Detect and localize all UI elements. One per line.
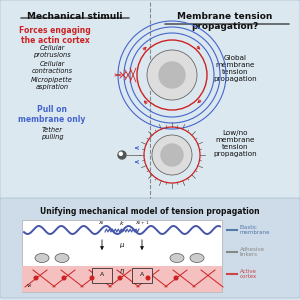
Circle shape [161, 144, 183, 166]
Text: $x_{i+1}$: $x_{i+1}$ [135, 219, 149, 227]
Text: $\mu$: $\mu$ [119, 242, 125, 250]
Circle shape [174, 276, 178, 280]
Text: $x_i$: $x_i$ [98, 219, 106, 227]
Circle shape [147, 50, 197, 100]
Circle shape [118, 151, 126, 159]
FancyBboxPatch shape [0, 198, 300, 298]
Circle shape [146, 276, 150, 280]
Text: Cellular
contractions: Cellular contractions [32, 61, 73, 74]
Ellipse shape [35, 254, 49, 262]
Circle shape [119, 152, 122, 155]
Text: Active
cortex: Active cortex [240, 268, 257, 279]
Circle shape [62, 276, 66, 280]
Circle shape [34, 276, 38, 280]
Text: Cellular
protrusions: Cellular protrusions [33, 45, 71, 58]
Ellipse shape [190, 254, 204, 262]
Text: Pull on
membrane only: Pull on membrane only [18, 105, 86, 124]
Text: Forces engaging
the actin cortex: Forces engaging the actin cortex [19, 26, 91, 45]
Text: Mechanical stimuli: Mechanical stimuli [27, 12, 123, 21]
Text: Tether
pulling: Tether pulling [41, 127, 63, 140]
Text: Global
membrane
tension
propagation: Global membrane tension propagation [213, 55, 257, 82]
Text: Membrane tension
propagation?: Membrane tension propagation? [177, 12, 273, 32]
Circle shape [90, 276, 94, 280]
Text: $\eta$: $\eta$ [119, 268, 125, 277]
Circle shape [159, 62, 185, 88]
Text: $v_l$: $v_l$ [26, 282, 32, 290]
FancyBboxPatch shape [92, 268, 112, 283]
Text: $k$: $k$ [119, 219, 125, 227]
Text: Adhesive
linkers: Adhesive linkers [240, 247, 265, 257]
Ellipse shape [55, 254, 69, 262]
Bar [22, 266, 222, 292]
Text: Unifying mechanical model of tension propagation: Unifying mechanical model of tension pro… [40, 207, 260, 216]
Text: Low/no
membrane
tension
propagation: Low/no membrane tension propagation [213, 130, 257, 157]
Text: Elastic
membrane: Elastic membrane [240, 225, 271, 236]
Text: A: A [100, 272, 104, 278]
Text: A: A [140, 272, 144, 278]
Bar [22, 220, 222, 292]
Circle shape [118, 276, 122, 280]
Circle shape [152, 135, 192, 175]
Ellipse shape [170, 254, 184, 262]
Text: Micropipette
aspiration: Micropipette aspiration [31, 77, 73, 90]
FancyBboxPatch shape [0, 0, 300, 200]
FancyBboxPatch shape [132, 268, 152, 283]
